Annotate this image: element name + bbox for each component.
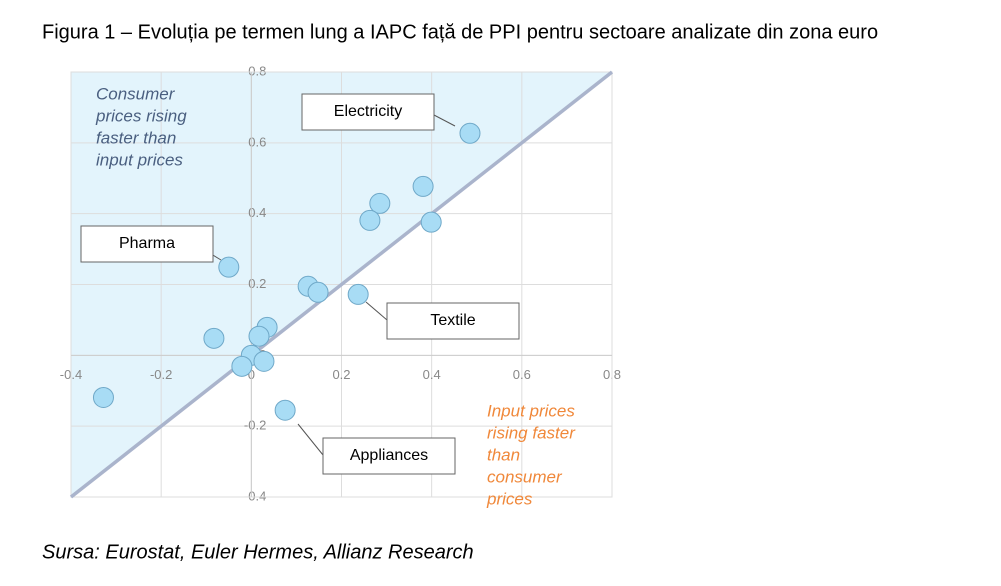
region-label: faster than bbox=[96, 128, 176, 147]
y-tick-label: -0.4 bbox=[244, 488, 266, 503]
plot-frame bbox=[70, 71, 613, 498]
callout-box bbox=[80, 225, 214, 263]
point bbox=[253, 350, 275, 372]
x-tick-label: 0.4 bbox=[423, 367, 441, 382]
chart-title: Figura 1 – Evoluția pe termen lung a IAP… bbox=[42, 21, 878, 43]
x-tick-label: 0.2 bbox=[332, 367, 350, 382]
callout-label: Pharma bbox=[119, 235, 175, 252]
point bbox=[218, 256, 240, 278]
point bbox=[248, 325, 270, 347]
point bbox=[420, 211, 442, 233]
leader-line bbox=[297, 423, 324, 456]
x-tick-label: 0.6 bbox=[513, 367, 531, 382]
callout-label: Textile bbox=[430, 312, 475, 329]
y-tick-label: 0.2 bbox=[248, 276, 266, 291]
region-label: than bbox=[487, 445, 520, 464]
callout-box bbox=[386, 302, 520, 340]
callout-box bbox=[322, 437, 456, 475]
callout-box bbox=[301, 93, 435, 131]
region-label: consumer bbox=[487, 467, 563, 486]
source: Sursa: Eurostat, Euler Hermes, Allianz R… bbox=[42, 541, 474, 563]
point bbox=[369, 192, 391, 214]
point bbox=[459, 122, 481, 144]
y-tick-label: 0.8 bbox=[248, 63, 266, 78]
callout-label: Electricity bbox=[334, 103, 402, 120]
region-label: rising faster bbox=[487, 423, 576, 442]
point bbox=[412, 175, 434, 197]
point bbox=[92, 386, 114, 408]
point bbox=[231, 355, 253, 377]
x-tick-label: -0.2 bbox=[150, 367, 172, 382]
point bbox=[203, 327, 225, 349]
point bbox=[347, 283, 369, 305]
region-label: prices bbox=[486, 489, 533, 508]
leader-line bbox=[433, 114, 456, 127]
point bbox=[274, 399, 296, 421]
region-label: Input prices bbox=[487, 401, 575, 420]
y-tick-label: -0.2 bbox=[244, 418, 266, 433]
leader-line bbox=[365, 301, 388, 321]
region-label: Consumer bbox=[96, 84, 176, 103]
diagonal bbox=[69, 70, 614, 499]
y-tick-label: 0.4 bbox=[248, 205, 266, 220]
region-label: prices rising bbox=[95, 106, 187, 125]
point bbox=[307, 281, 329, 303]
point bbox=[359, 209, 381, 231]
region-label: input prices bbox=[96, 150, 183, 169]
callout-label: Appliances bbox=[350, 447, 428, 464]
y-tick-label: 0.6 bbox=[248, 134, 266, 149]
